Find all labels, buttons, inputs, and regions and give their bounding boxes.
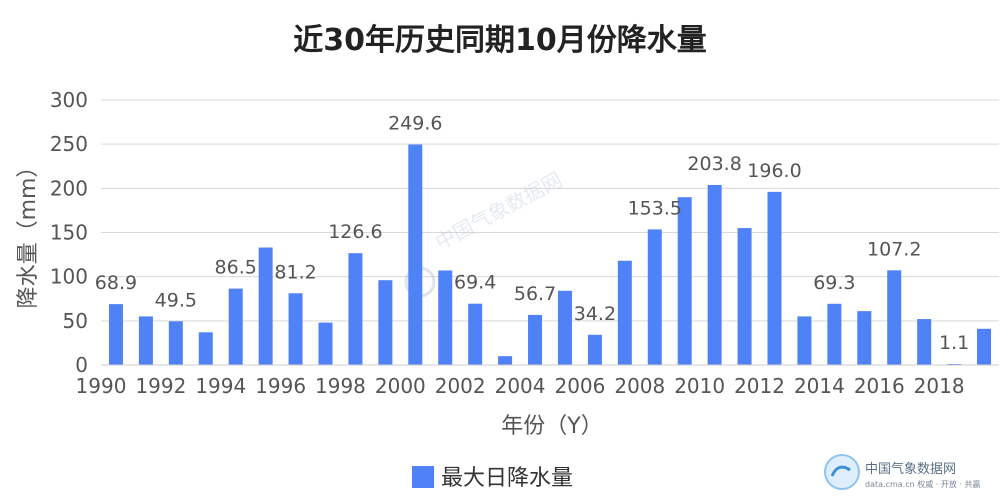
data-labels: 68.9 49.5 86.5 81.2 126.6 249.6 69.4 56.7 34.2 15… <box>95 113 969 355</box>
bar-2013 <box>797 316 812 365</box>
bar-1995 <box>258 247 273 365</box>
watermark-logo: 中国气象数据网 data.cma.cn 权威 · 开放 · 共赢 <box>824 454 980 490</box>
x-tick-label: 2000 <box>375 374 426 398</box>
x-tick-label: 2010 <box>674 374 725 398</box>
x-tick-label: 1990 <box>76 374 127 398</box>
bar-1998 <box>348 253 363 365</box>
x-tick-label: 2016 <box>854 374 905 398</box>
bar-2007 <box>617 260 632 365</box>
bar-2012 <box>767 191 782 365</box>
chart-title: 近30年历史同期10月份降水量 <box>293 23 707 58</box>
bar-2000 <box>408 144 423 365</box>
bars <box>108 144 992 365</box>
x-tick-label: 2014 <box>794 374 845 398</box>
y-tick-label: 50 <box>63 309 88 333</box>
bar-2008 <box>647 229 662 365</box>
bar-2006 <box>587 334 602 365</box>
bar-2015 <box>857 311 872 365</box>
swirl-icon <box>830 465 851 477</box>
bar-1990 <box>108 304 123 365</box>
y-axis-ticks: 0 50 100 150 200 250 300 <box>50 88 88 377</box>
bar-1992 <box>168 321 183 365</box>
bar-2009 <box>677 197 692 365</box>
data-label-2016: 107.2 <box>867 238 921 260</box>
x-tick-label: 1996 <box>255 374 306 398</box>
x-tick-label: 2002 <box>435 374 486 398</box>
x-tick-label: 1998 <box>315 374 366 398</box>
bar-2010 <box>707 184 722 365</box>
bar-1996 <box>288 293 303 365</box>
watermark-logo-text: 中国气象数据网 <box>865 461 956 477</box>
bar-1997 <box>318 322 333 365</box>
data-label-2006: 34.2 <box>574 303 616 325</box>
y-axis-title: 降水量（mm） <box>16 156 41 309</box>
bar-2002 <box>468 303 483 365</box>
y-tick-label: 0 <box>75 353 88 377</box>
data-label-2002: 69.4 <box>454 272 496 294</box>
x-tick-label: 2008 <box>614 374 665 398</box>
bar-1991 <box>138 316 153 365</box>
x-tick-label: 2006 <box>554 374 605 398</box>
cloud-logo-icon <box>824 454 860 490</box>
x-tick-label: 2004 <box>495 374 546 398</box>
bar-2014 <box>827 303 842 365</box>
gridlines <box>101 99 999 322</box>
data-label-2018: 1.1 <box>939 332 969 354</box>
bar-2019 <box>977 328 992 365</box>
bar-2005 <box>557 290 572 365</box>
watermark-logo-sub: data.cma.cn 权威 · 开放 · 共赢 <box>865 479 980 489</box>
watermark-center-text: 中国气象数据网 <box>431 167 566 254</box>
x-tick-label: 1994 <box>195 374 246 398</box>
x-tick-label: 2018 <box>914 374 965 398</box>
bar-2003 <box>498 356 513 365</box>
data-label-1990: 68.9 <box>95 272 137 294</box>
legend-swatch <box>412 466 434 488</box>
data-label-1992: 49.5 <box>155 289 197 311</box>
y-tick-label: 200 <box>50 176 88 200</box>
data-label-1998: 126.6 <box>328 221 382 243</box>
y-tick-label: 150 <box>50 221 88 245</box>
y-tick-label: 250 <box>50 132 88 156</box>
data-label-2000: 249.6 <box>388 113 442 135</box>
x-tick-label: 1992 <box>135 374 186 398</box>
data-label-2014: 69.3 <box>813 272 855 294</box>
bar-2004 <box>528 314 543 365</box>
bar-2017 <box>917 319 932 365</box>
y-tick-label: 300 <box>50 88 88 112</box>
data-label-1996: 81.2 <box>274 261 316 283</box>
bar-2016 <box>887 270 902 365</box>
data-label-2004: 56.7 <box>514 283 556 305</box>
bar-2001 <box>438 270 453 365</box>
data-label-2008: 153.5 <box>628 197 682 219</box>
x-tick-label: 2012 <box>734 374 785 398</box>
bar-1999 <box>378 280 393 365</box>
legend-label: 最大日降水量 <box>441 466 573 491</box>
data-label-1994: 86.5 <box>215 257 257 279</box>
data-label-2010: 203.8 <box>687 153 741 175</box>
x-axis-title: 年份（Y） <box>501 414 602 439</box>
x-axis-ticks: 1990 1992 1994 1996 1998 2000 2002 2004 2006 2008… <box>76 374 965 398</box>
bar-1994 <box>228 288 243 365</box>
y-tick-label: 100 <box>50 265 88 289</box>
data-label-2012: 196.0 <box>747 160 801 182</box>
legend: 最大日降水量 <box>412 466 573 491</box>
bar-1993 <box>198 332 213 365</box>
bar-2011 <box>737 228 752 365</box>
